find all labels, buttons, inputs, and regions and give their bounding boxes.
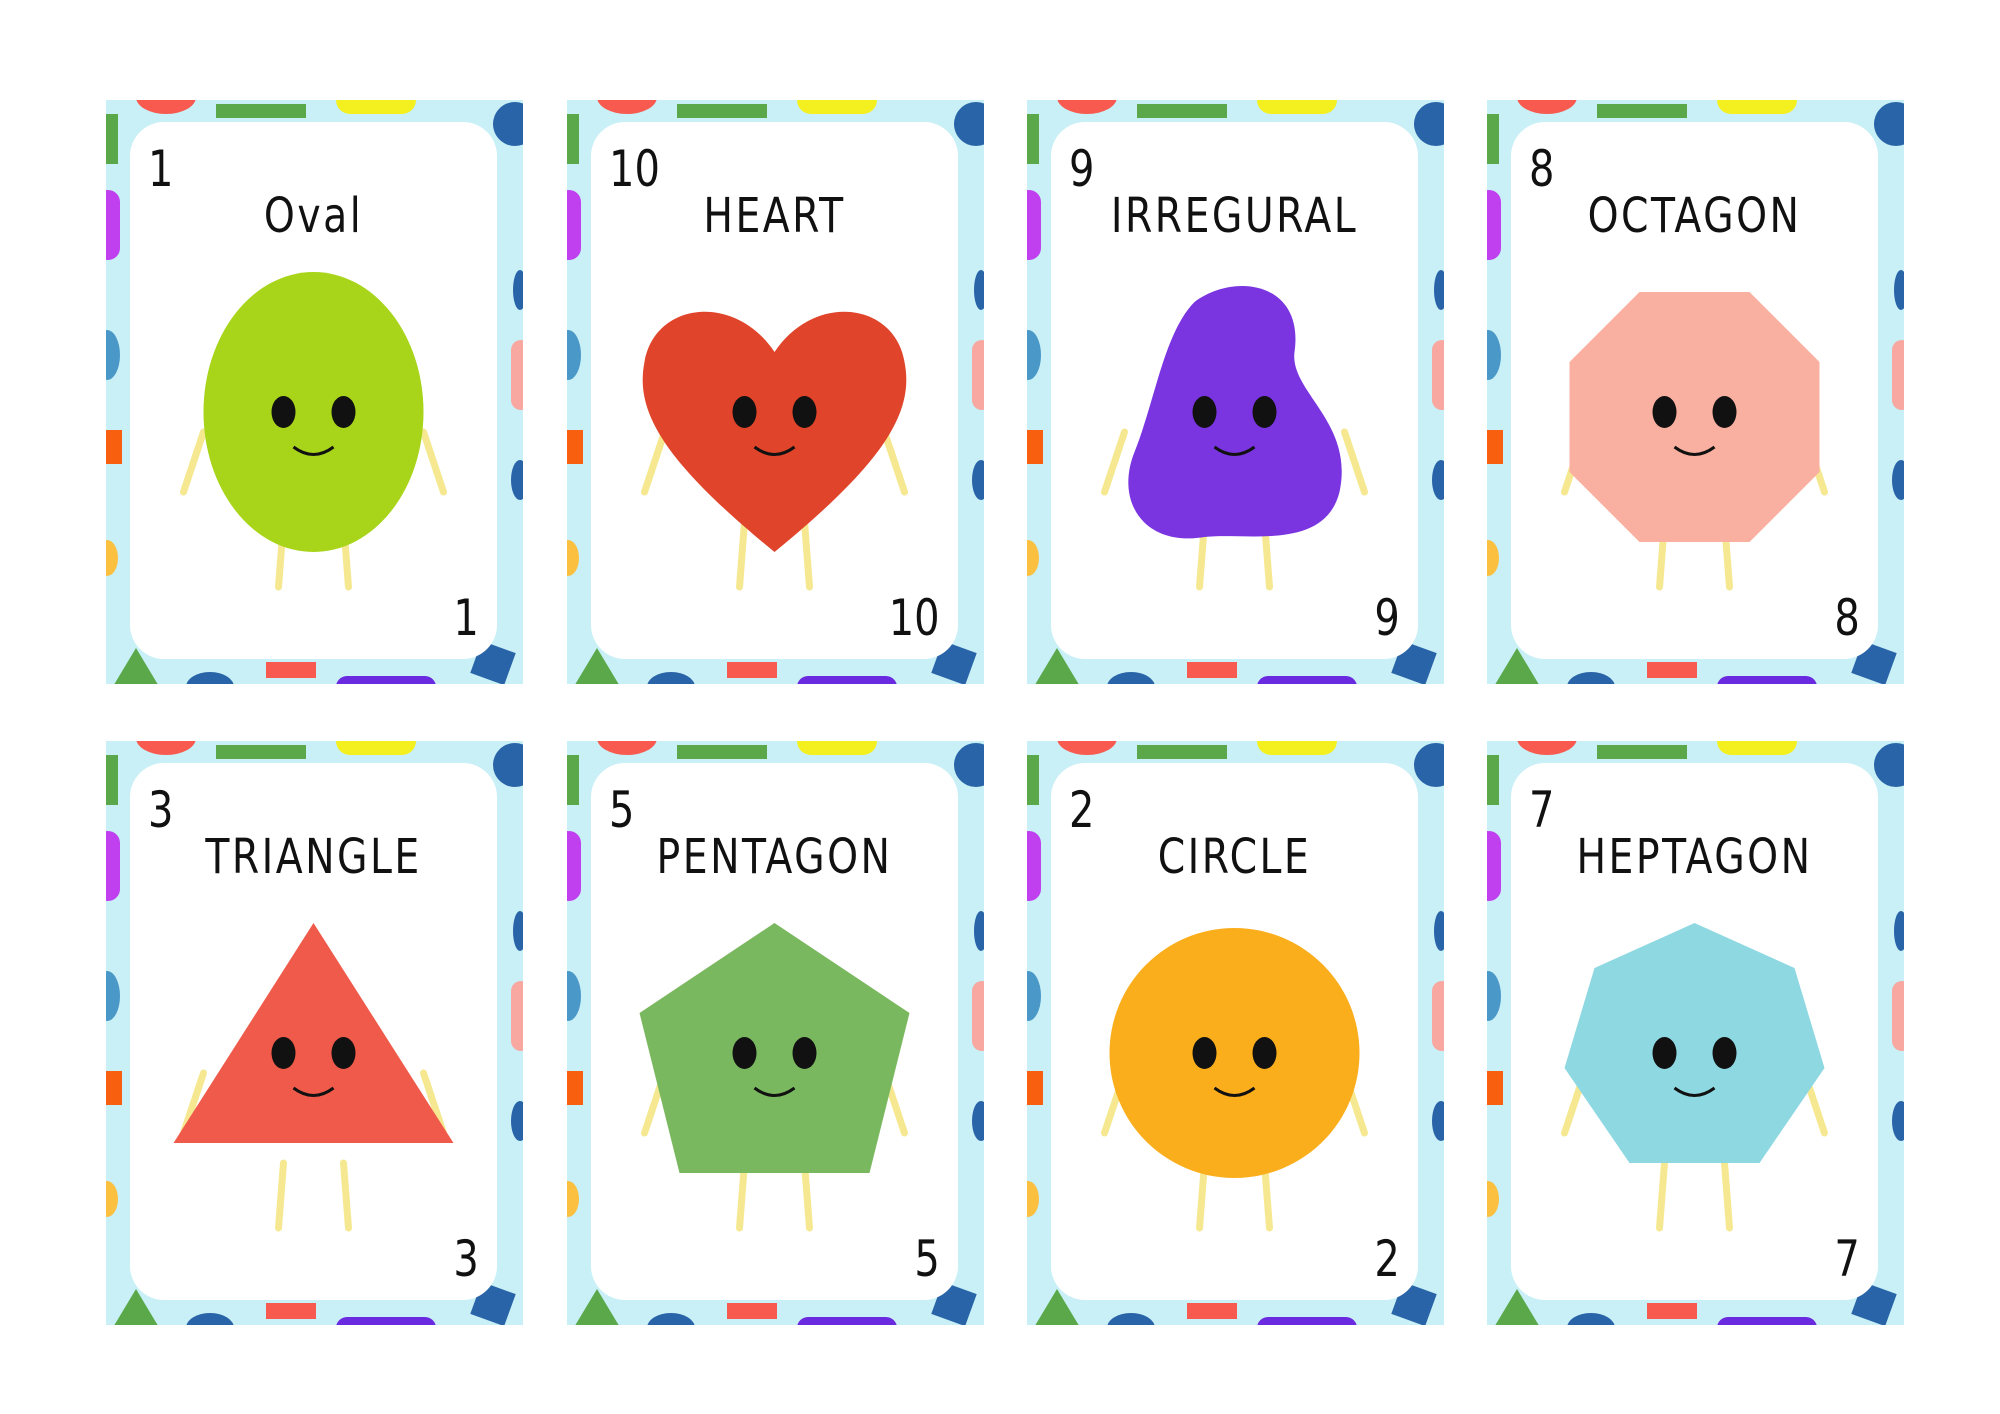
heart-body-shape xyxy=(642,311,907,552)
blob-body-shape xyxy=(1128,286,1342,539)
card-face: 2 CIRCLE 2 xyxy=(1051,763,1418,1300)
left-eye xyxy=(271,396,296,428)
triangle-body-shape xyxy=(173,923,454,1143)
card-number-bottom: 5 xyxy=(914,1230,940,1288)
right-eye xyxy=(1252,396,1277,428)
shape-character-illustration xyxy=(1101,928,1368,1232)
shape-character-illustration xyxy=(1561,923,1828,1232)
card-number-bottom: 2 xyxy=(1374,1230,1400,1288)
card-number-top: 8 xyxy=(1529,140,1555,198)
card-number-bottom: 7 xyxy=(1834,1230,1860,1288)
oval-body-shape xyxy=(203,272,424,552)
card-number-bottom: 10 xyxy=(889,589,940,647)
left-eye xyxy=(1192,396,1217,428)
card-number-top: 1 xyxy=(148,140,174,198)
shape-character-illustration xyxy=(1101,286,1368,591)
card-number-top: 9 xyxy=(1069,140,1095,198)
limbs xyxy=(641,428,908,591)
card-title: Oval xyxy=(263,188,364,244)
shape-card-pentagon: 5 PENTAGON 5 xyxy=(567,741,984,1325)
shape-card-octagon: 8 OCTAGON 8 xyxy=(1487,100,1904,684)
shape-character-illustration xyxy=(173,923,454,1232)
shape-card-heptagon: 7 HEPTAGON 7 xyxy=(1487,741,1904,1325)
shape-character-illustration xyxy=(1561,292,1828,591)
card-face: 7 HEPTAGON 7 xyxy=(1511,763,1878,1300)
right-eye xyxy=(1712,1037,1737,1069)
smile xyxy=(292,445,335,456)
card-number-bottom: 8 xyxy=(1834,589,1860,647)
shape-character-illustration xyxy=(639,923,910,1232)
right-eye xyxy=(1712,396,1737,428)
left-eye xyxy=(271,1037,296,1069)
shape-card-heart: 10 HEART 10 xyxy=(567,100,984,684)
left-eye xyxy=(732,1037,757,1069)
shape-card-oval: 1 Oval 1 xyxy=(106,100,523,684)
card-number-top: 7 xyxy=(1529,781,1555,839)
right-eye xyxy=(1252,1037,1277,1069)
card-title: HEART xyxy=(703,188,846,244)
card-number-top: 10 xyxy=(609,140,660,198)
right-eye xyxy=(331,396,356,428)
card-face: 5 PENTAGON 5 xyxy=(591,763,958,1300)
smile xyxy=(753,445,796,456)
card-face: 10 HEART 10 xyxy=(591,122,958,659)
shape-character-illustration xyxy=(180,272,447,591)
card-number-top: 3 xyxy=(148,781,174,839)
card-title: PENTAGON xyxy=(656,829,893,885)
card-number-top: 2 xyxy=(1069,781,1095,839)
left-eye xyxy=(1652,396,1677,428)
smile xyxy=(1213,1086,1256,1097)
shape-character-illustration xyxy=(641,311,908,591)
pentagon-body-shape xyxy=(639,923,910,1173)
heptagon-body-shape xyxy=(1564,923,1825,1163)
card-number-bottom: 9 xyxy=(1374,589,1400,647)
right-eye xyxy=(331,1037,356,1069)
left-eye xyxy=(732,396,757,428)
smile xyxy=(292,1086,335,1097)
left-eye xyxy=(1652,1037,1677,1069)
smile xyxy=(753,1086,796,1097)
right-eye xyxy=(792,396,817,428)
shape-card-triangle: 3 TRIANGLE 3 xyxy=(106,741,523,1325)
smile xyxy=(1673,1086,1716,1097)
octagon-body-shape xyxy=(1569,292,1820,542)
card-number-bottom: 1 xyxy=(453,589,479,647)
card-face: 9 IRREGURAL 9 xyxy=(1051,122,1418,659)
left-eye xyxy=(1192,1037,1217,1069)
card-face: 1 Oval 1 xyxy=(130,122,497,659)
smile xyxy=(1213,445,1256,456)
card-title: OCTAGON xyxy=(1587,188,1802,244)
card-face: 8 OCTAGON 8 xyxy=(1511,122,1878,659)
shape-card-blob: 9 IRREGURAL 9 xyxy=(1027,100,1444,684)
card-number-top: 5 xyxy=(609,781,635,839)
card-face: 3 TRIANGLE 3 xyxy=(130,763,497,1300)
card-title: HEPTAGON xyxy=(1576,829,1813,885)
shape-card-circle: 2 CIRCLE 2 xyxy=(1027,741,1444,1325)
card-number-bottom: 3 xyxy=(453,1230,479,1288)
right-eye xyxy=(792,1037,817,1069)
card-title: TRIANGLE xyxy=(205,829,422,885)
smile xyxy=(1673,445,1716,456)
card-title: CIRCLE xyxy=(1157,829,1312,885)
card-title: IRREGURAL xyxy=(1110,188,1359,244)
circle-body-shape xyxy=(1109,928,1360,1178)
